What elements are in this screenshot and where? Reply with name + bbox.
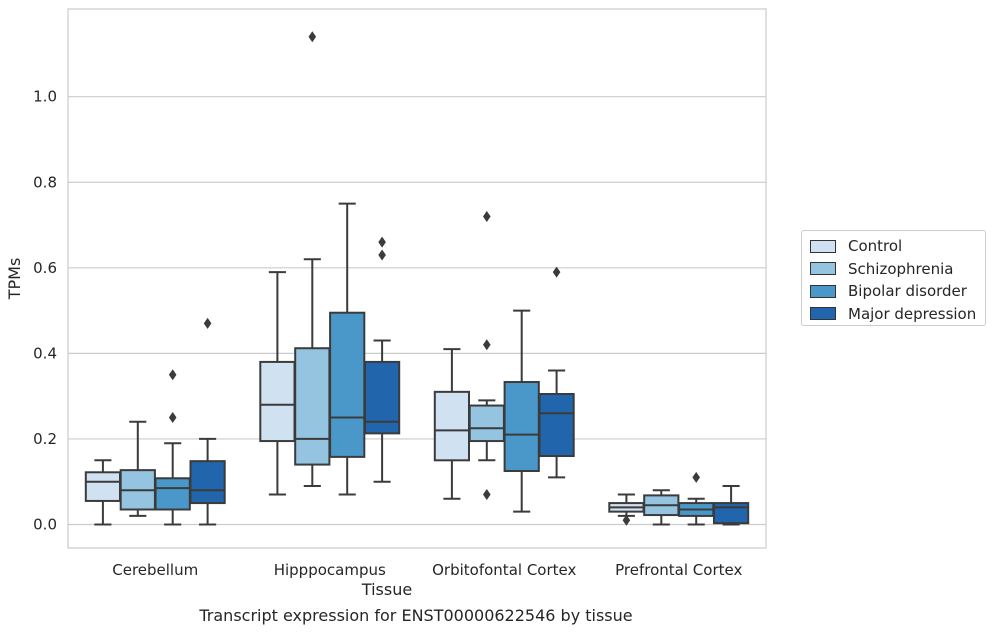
box-schizophrenia-hipppocampus bbox=[294, 31, 331, 487]
outlier-point bbox=[168, 412, 177, 424]
legend-swatch-schizophrenia bbox=[810, 262, 836, 276]
outlier-point bbox=[483, 489, 491, 501]
legend-item-bipolar-disorder: Bipolar disorder bbox=[810, 280, 985, 303]
x-tick-label-prefrontal-cortex: Prefrontal Cortex bbox=[615, 561, 742, 579]
box-bipolar-disorder-orbitofontal-cortex bbox=[503, 309, 540, 513]
legend: Control Schizophrenia Bipolar disorder M… bbox=[801, 230, 986, 326]
iqr-box bbox=[468, 404, 505, 443]
box-major-depression-prefrontal-cortex bbox=[712, 484, 750, 526]
box-control-cerebellum bbox=[84, 459, 122, 526]
legend-swatch-control bbox=[810, 239, 836, 253]
box-schizophrenia-orbitofontal-cortex bbox=[468, 210, 505, 501]
box-schizophrenia-prefrontal-cortex bbox=[643, 489, 680, 526]
series-major-depression bbox=[189, 236, 750, 526]
iqr-box bbox=[538, 393, 575, 458]
outlier-point bbox=[378, 249, 386, 261]
x-tick-label-cerebellum: Cerebellum bbox=[112, 561, 198, 579]
series-bipolar-disorder bbox=[154, 202, 715, 526]
box-schizophrenia-cerebellum bbox=[119, 420, 156, 517]
y-tick-label: 0.8 bbox=[33, 173, 57, 191]
legend-item-control: Control bbox=[810, 235, 985, 258]
x-tick-label-hipppocampus: Hipppocampus bbox=[274, 561, 386, 579]
outlier-point bbox=[308, 31, 317, 43]
legend-swatch-major-depression bbox=[810, 307, 836, 321]
iqr-box bbox=[294, 347, 331, 466]
series-schizophrenia bbox=[119, 31, 680, 526]
outlier-point bbox=[203, 317, 212, 329]
iqr-box bbox=[259, 360, 296, 443]
iqr-box bbox=[189, 460, 226, 505]
y-tick-label: 0.2 bbox=[33, 430, 57, 448]
box-major-depression-orbitofontal-cortex bbox=[538, 266, 575, 479]
chart-caption: Transcript expression for ENST0000062254… bbox=[199, 606, 633, 625]
box-major-depression-cerebellum bbox=[189, 317, 226, 526]
box-control-prefrontal-cortex bbox=[608, 493, 645, 526]
box-bipolar-disorder-hipppocampus bbox=[329, 202, 366, 496]
outlier-point bbox=[692, 471, 700, 483]
outlier-point bbox=[378, 236, 386, 248]
outlier-point bbox=[483, 339, 491, 351]
axis-ticks: 0.0 0.2 0.4 0.6 0.8 1.0 Cerebellum Hipppocampus… bbox=[33, 88, 742, 579]
legend-label-bipolar-disorder: Bipolar disorder bbox=[848, 282, 967, 301]
outlier-point bbox=[622, 514, 631, 526]
outlier-point bbox=[168, 369, 177, 381]
plot-frame bbox=[67, 8, 767, 549]
legend-swatch-bipolar-disorder bbox=[810, 284, 836, 298]
iqr-box bbox=[154, 477, 191, 511]
x-axis-label: Tissue bbox=[361, 580, 412, 599]
gridlines bbox=[68, 96, 766, 526]
x-tick-label-orbitofontal-cortex: Orbitofontal Cortex bbox=[432, 561, 576, 579]
iqr-box bbox=[84, 471, 122, 502]
box-series bbox=[84, 31, 750, 526]
box-bipolar-disorder-prefrontal-cortex bbox=[678, 471, 715, 526]
legend-label-major-depression: Major depression bbox=[848, 304, 977, 323]
y-tick-label: 0.6 bbox=[33, 259, 57, 277]
y-axis-label: TPMs bbox=[5, 258, 24, 301]
y-tick-label: 0.0 bbox=[33, 515, 57, 533]
iqr-box bbox=[503, 381, 540, 472]
box-control-orbitofontal-cortex bbox=[433, 348, 471, 500]
legend-label-schizophrenia: Schizophrenia bbox=[848, 259, 954, 278]
legend-item-major-depression: Major depression bbox=[810, 303, 985, 326]
y-tick-label: 0.4 bbox=[33, 344, 57, 362]
iqr-box bbox=[433, 390, 471, 462]
outlier-point bbox=[552, 266, 561, 278]
outlier-point bbox=[483, 210, 491, 222]
legend-label-control: Control bbox=[848, 237, 903, 256]
legend-item-schizophrenia: Schizophrenia bbox=[810, 258, 985, 281]
iqr-box bbox=[712, 502, 750, 525]
iqr-box bbox=[329, 311, 366, 458]
box-control-hipppocampus bbox=[259, 271, 296, 496]
y-tick-label: 1.0 bbox=[33, 88, 57, 106]
box-bipolar-disorder-cerebellum bbox=[154, 369, 191, 526]
box-major-depression-hipppocampus bbox=[363, 236, 401, 483]
